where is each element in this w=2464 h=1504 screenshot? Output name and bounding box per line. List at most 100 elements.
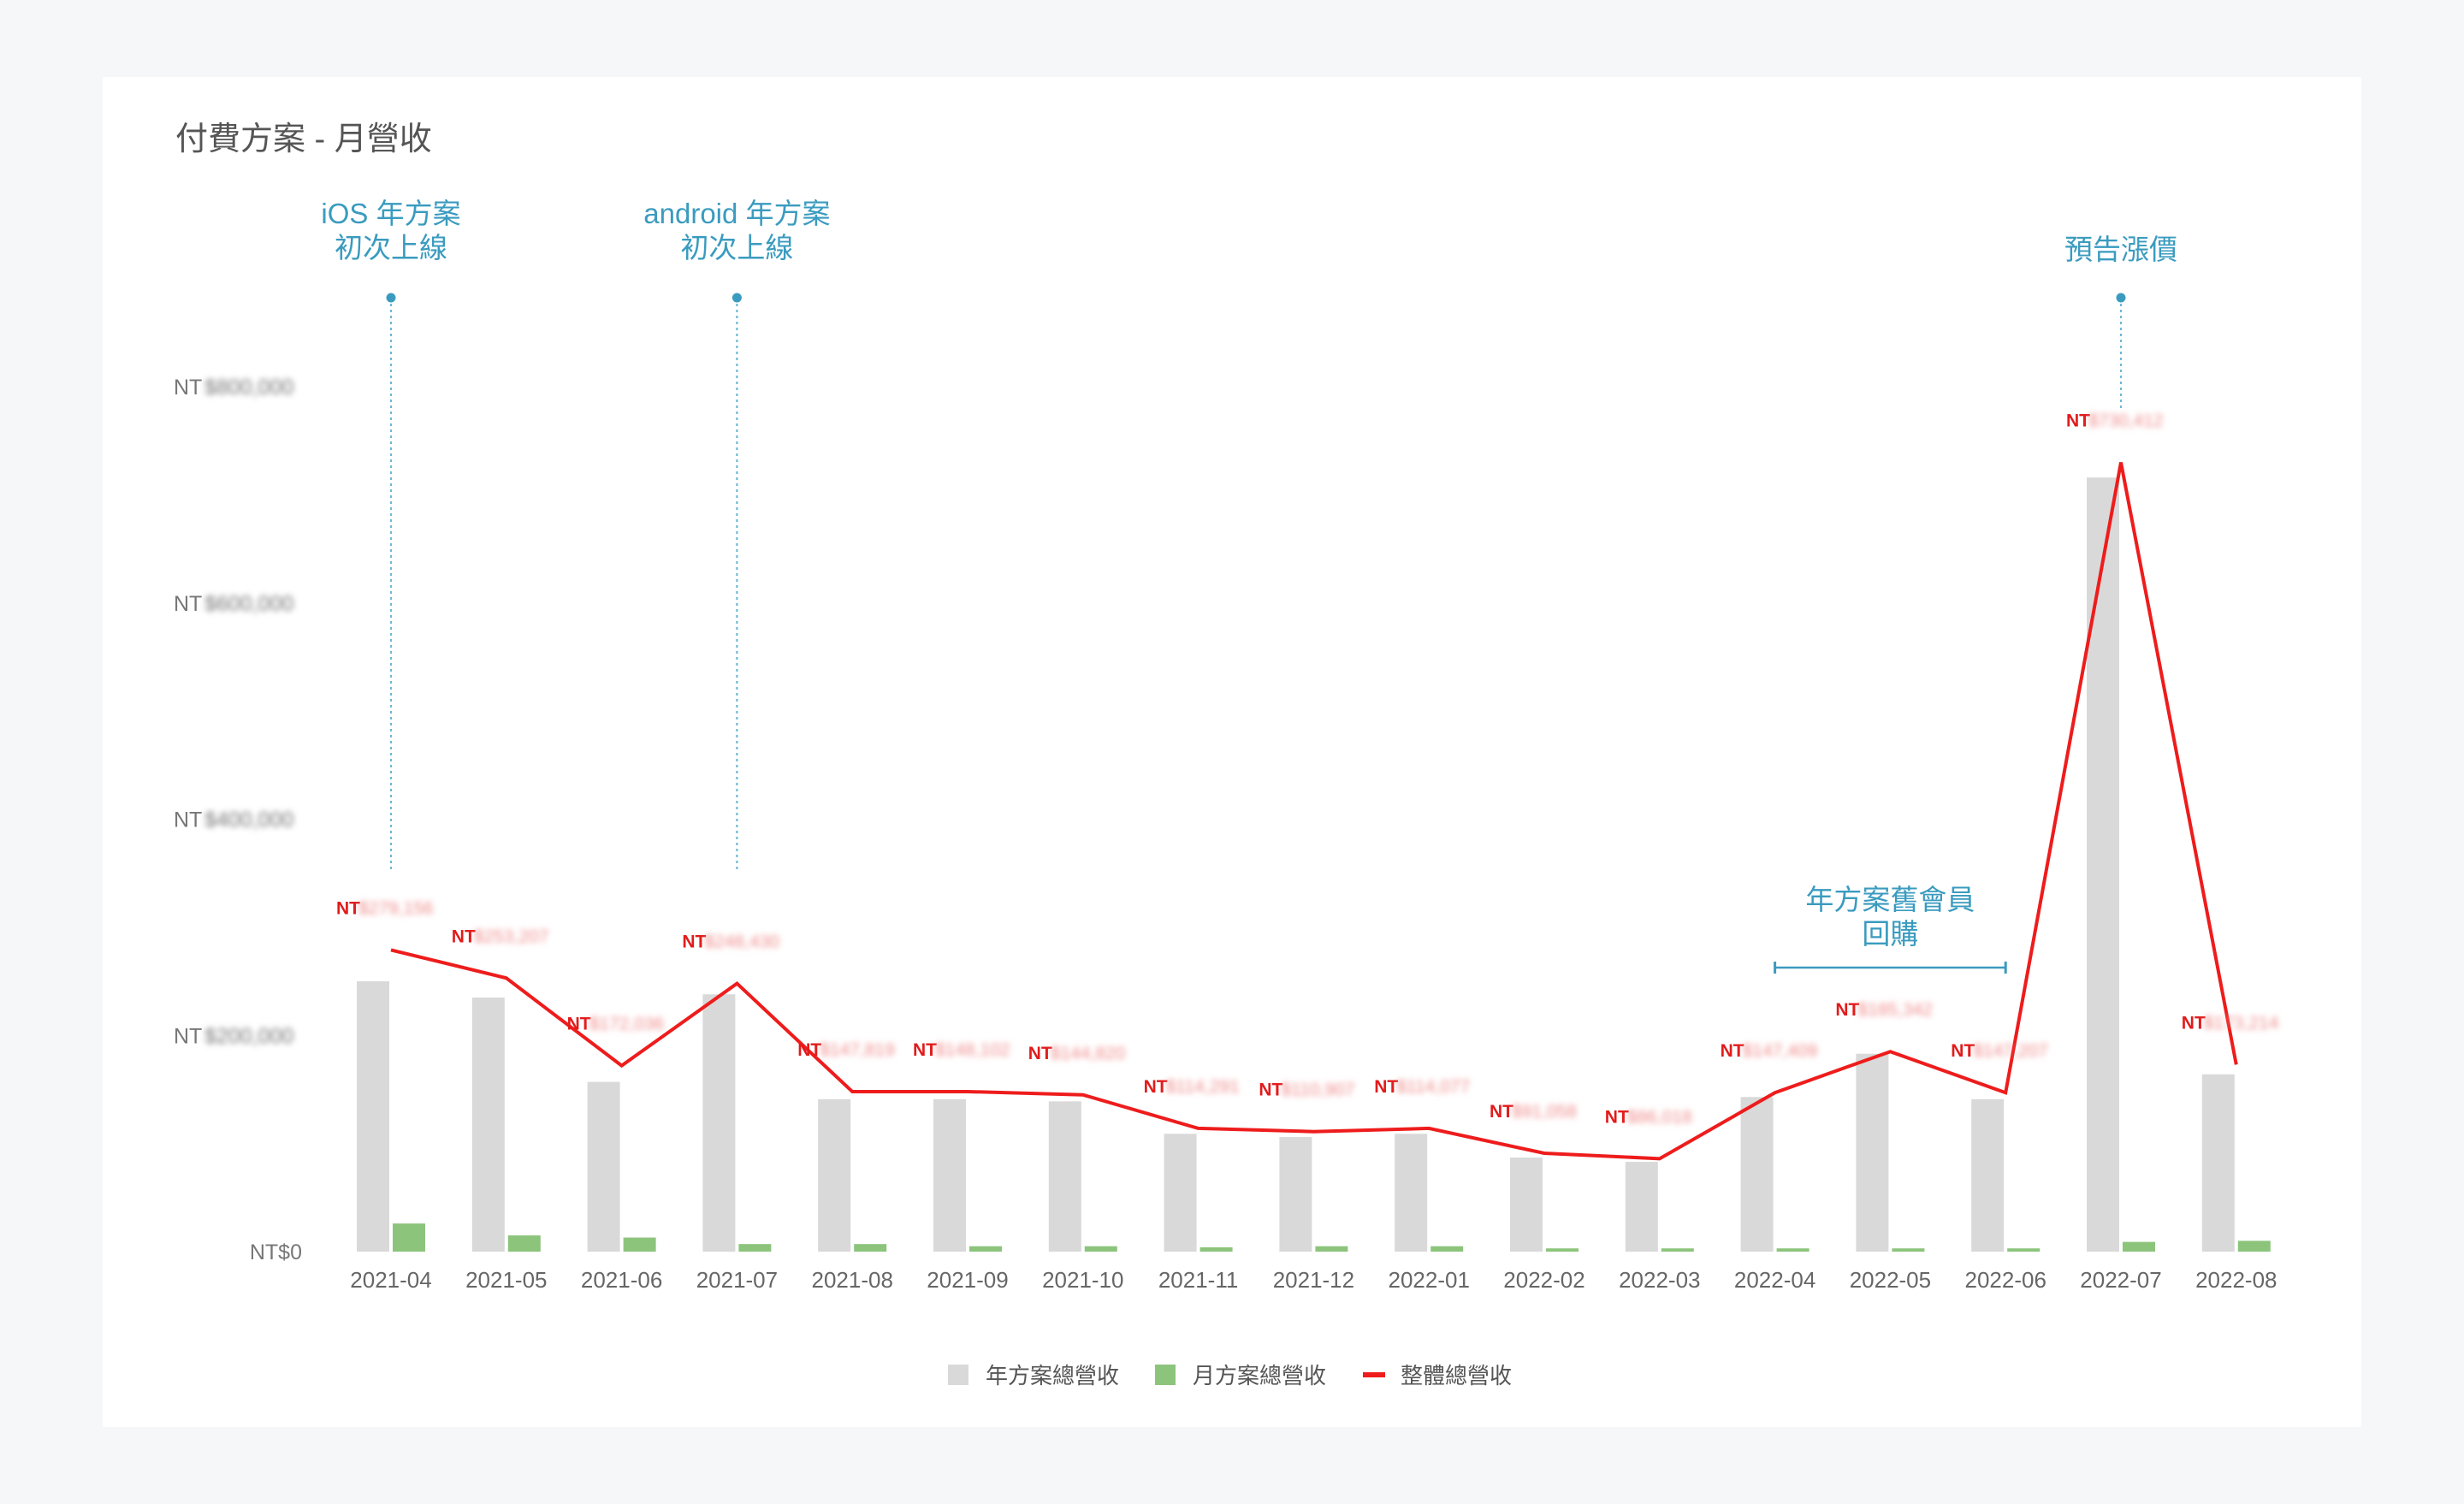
annotation-dot — [386, 293, 396, 303]
annual-revenue-bar — [1740, 1097, 1774, 1252]
data-label-prefix: NT — [1490, 1102, 1513, 1122]
chart-card: 付費方案 - 月營收 iOS 年方案 初次上線 android 年方案 初次上線 預告漲… — [103, 77, 2361, 1427]
monthly-revenue-bar — [1546, 1248, 1578, 1252]
annotation-text: iOS 年方案 — [321, 198, 460, 229]
data-label-prefix: NT — [1605, 1107, 1629, 1127]
data-label-value-blurred: $110,907 — [1281, 1081, 1354, 1100]
x-tick-label: 2022-03 — [1619, 1267, 1700, 1293]
annual-revenue-bar — [1164, 1134, 1197, 1252]
annual-revenue-bar — [1971, 1098, 2005, 1252]
data-label-value-blurred: $147,819 — [820, 1040, 895, 1060]
monthly-revenue-bar — [2007, 1248, 2040, 1252]
legend: 年方案總營收 月方案總營收 整體總營收 — [948, 1363, 1512, 1389]
monthly-revenue-bar — [969, 1246, 1002, 1252]
annual-revenue-bar — [2087, 477, 2119, 1252]
data-label-value-blurred: $248,430 — [704, 933, 779, 952]
bars — [357, 477, 2271, 1252]
data-label-value-blurred: $114,291 — [1166, 1077, 1240, 1097]
x-axis: 2021-04 2021-05 2021-06 2021-07 2021-08 2021-… — [350, 1267, 2277, 1293]
monthly-revenue-bar — [738, 1244, 772, 1252]
annual-revenue-bar — [471, 998, 505, 1252]
y-tick-value-blurred: $400,000 — [204, 808, 293, 832]
x-tick-label: 2022-02 — [1503, 1267, 1584, 1293]
annual-revenue-bar — [587, 1081, 620, 1252]
data-label-value-blurred: $147,207 — [1973, 1041, 2048, 1061]
annotation-text: 預告漲價 — [2064, 234, 2177, 265]
data-label-value-blurred: $253,207 — [474, 927, 549, 946]
data-label-prefix: NT — [567, 1015, 591, 1034]
data-label-value-blurred: $730,412 — [2088, 411, 2164, 430]
annual-revenue-bar — [1510, 1158, 1543, 1252]
data-label-prefix: NT — [1028, 1044, 1052, 1063]
annual-revenue-bar — [357, 981, 389, 1252]
monthly-revenue-bar — [1430, 1246, 1464, 1252]
legend-swatch — [1155, 1365, 1176, 1385]
y-tick-prefix: NT — [174, 592, 202, 616]
data-label-value-blurred: $144,820 — [1051, 1044, 1126, 1063]
monthly-revenue-bar — [1661, 1248, 1694, 1252]
x-tick-label: 2021-05 — [465, 1267, 547, 1293]
data-label-value-blurred: $147,409 — [1743, 1041, 1818, 1061]
monthly-revenue-bar — [2123, 1241, 2155, 1252]
annual-revenue-bar — [1625, 1162, 1658, 1252]
y-tick-prefix: NT — [174, 376, 202, 400]
annual-revenue-bar — [1048, 1101, 1081, 1252]
legend-swatch — [948, 1365, 968, 1385]
x-tick-label: 2021-08 — [811, 1267, 892, 1293]
monthly-revenue-bar — [2237, 1241, 2271, 1252]
monthly-revenue-bar — [1776, 1248, 1810, 1252]
data-label-prefix: NT — [1259, 1081, 1282, 1100]
data-label-value-blurred: $185,342 — [1857, 1000, 1933, 1020]
y-tick-prefix: NT — [174, 808, 202, 832]
annotation-text: 初次上線 — [335, 232, 447, 263]
legend-label: 整體總營收 — [1401, 1363, 1512, 1389]
x-tick-label: 2021-10 — [1042, 1267, 1123, 1293]
x-tick-label: 2021-07 — [696, 1267, 778, 1293]
monthly-revenue-bar — [1892, 1248, 1925, 1252]
x-tick-label: 2022-06 — [1964, 1267, 2046, 1293]
monthly-revenue-bar — [1084, 1246, 1117, 1252]
monthly-revenue-bar — [507, 1235, 541, 1252]
data-label-prefix: NT — [1721, 1041, 1744, 1061]
x-tick-label: 2022-04 — [1734, 1267, 1815, 1293]
monthly-revenue-bar — [854, 1244, 887, 1252]
annual-revenue-bar — [818, 1098, 851, 1252]
annual-revenue-bar — [933, 1098, 966, 1252]
y-tick-value-blurred: $200,000 — [204, 1024, 293, 1048]
annual-revenue-bar — [1279, 1137, 1312, 1252]
x-tick-label: 2021-11 — [1158, 1267, 1239, 1293]
x-tick-label: 2021-12 — [1273, 1267, 1354, 1293]
annotation-dot — [732, 293, 742, 303]
x-tick-label: 2022-07 — [2080, 1267, 2161, 1293]
x-tick-label: 2022-05 — [1850, 1267, 1931, 1293]
data-label-prefix: NT — [797, 1040, 821, 1060]
annotation-dot — [2116, 293, 2126, 303]
data-label-prefix: NT — [682, 933, 706, 952]
annual-revenue-bar — [1856, 1053, 1889, 1252]
legend-label: 年方案總營收 — [986, 1363, 1119, 1389]
data-label-prefix: NT — [452, 927, 476, 946]
annotation-text: android 年方案 — [643, 198, 830, 229]
legend-label: 月方案總營收 — [1193, 1363, 1326, 1389]
chart-title: 付費方案 - 月營收 — [175, 121, 432, 157]
data-label-value-blurred: $114,077 — [1396, 1077, 1470, 1097]
data-label-value-blurred: $173,214 — [2204, 1013, 2279, 1033]
annotation-text: 回購 — [1862, 918, 1918, 950]
annual-revenue-bar — [1395, 1134, 1428, 1252]
annual-revenue-bar — [702, 994, 736, 1252]
total-revenue-line — [390, 462, 2238, 1161]
monthly-revenue-bar — [1199, 1246, 1233, 1252]
x-tick-label: 2022-01 — [1388, 1267, 1469, 1293]
total-revenue-polyline — [390, 462, 2238, 1161]
data-label-prefix: NT — [336, 898, 360, 918]
data-label-prefix: NT — [1951, 1041, 1975, 1061]
monthly-revenue-bar — [623, 1237, 656, 1252]
data-label-prefix: NT — [2182, 1013, 2206, 1033]
y-tick-value-blurred: $600,000 — [204, 592, 293, 616]
data-label-prefix: NT — [1374, 1077, 1398, 1097]
data-label-prefix: NT — [1144, 1077, 1168, 1097]
annual-revenue-bar — [2201, 1074, 2235, 1252]
data-label-prefix: NT — [1835, 1000, 1859, 1020]
